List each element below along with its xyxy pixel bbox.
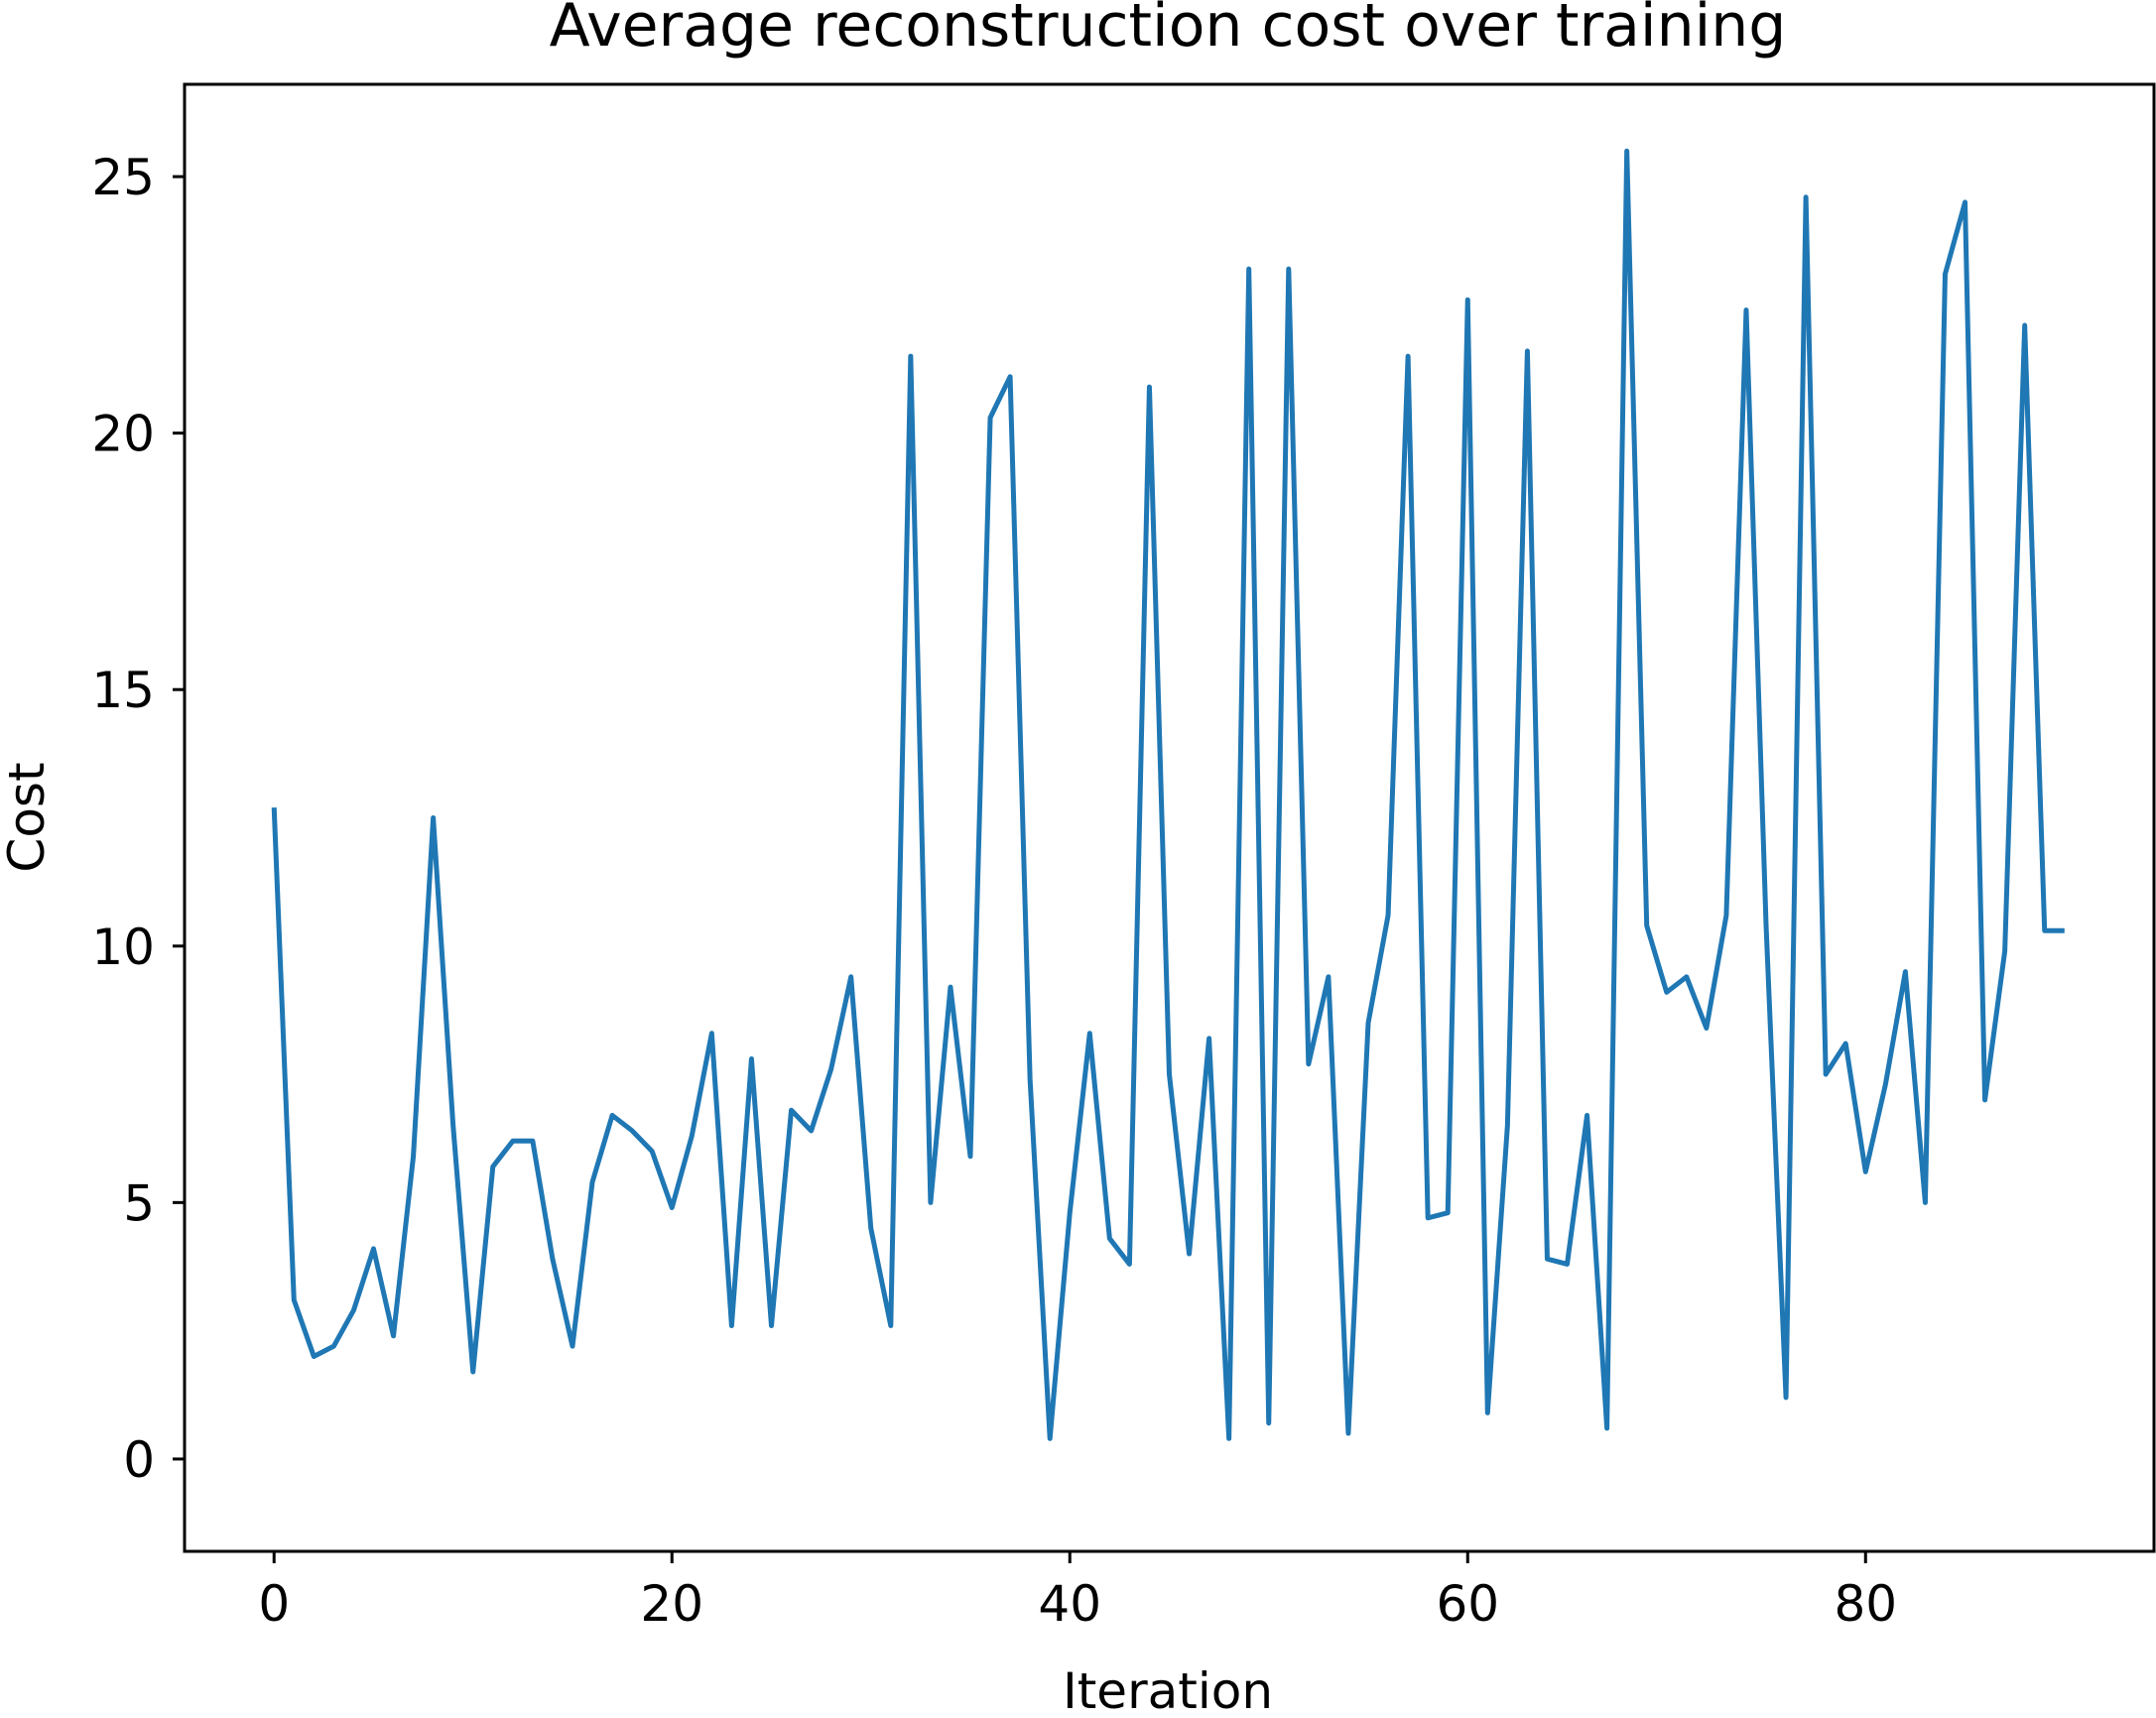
- plot-frame: [183, 82, 2156, 1553]
- x-tick-label: 0: [258, 1575, 290, 1633]
- y-tick-label: 25: [91, 149, 155, 206]
- y-tick-label: 15: [91, 662, 155, 719]
- y-axis-ticks: 0 5 10 15 20 25: [91, 149, 185, 1489]
- x-tick-label: 20: [640, 1575, 703, 1633]
- y-tick-label: 10: [91, 919, 155, 976]
- plot-content: [271, 148, 2065, 1441]
- x-tick-label: 40: [1038, 1575, 1101, 1633]
- chart-title: Average reconstruction cost over trainin…: [550, 0, 1787, 61]
- series-line: [271, 148, 2065, 1441]
- x-tick-label: 80: [1834, 1575, 1897, 1633]
- y-axis-label: Cost: [0, 762, 56, 872]
- y-tick-label: 20: [91, 406, 155, 463]
- x-tick-label: 60: [1436, 1575, 1499, 1633]
- x-axis-label: Iteration: [1063, 1662, 1273, 1718]
- y-tick-label: 0: [123, 1431, 155, 1489]
- y-tick-label: 5: [123, 1174, 155, 1232]
- x-axis-ticks: 0 20 40 60 80: [258, 1551, 1897, 1633]
